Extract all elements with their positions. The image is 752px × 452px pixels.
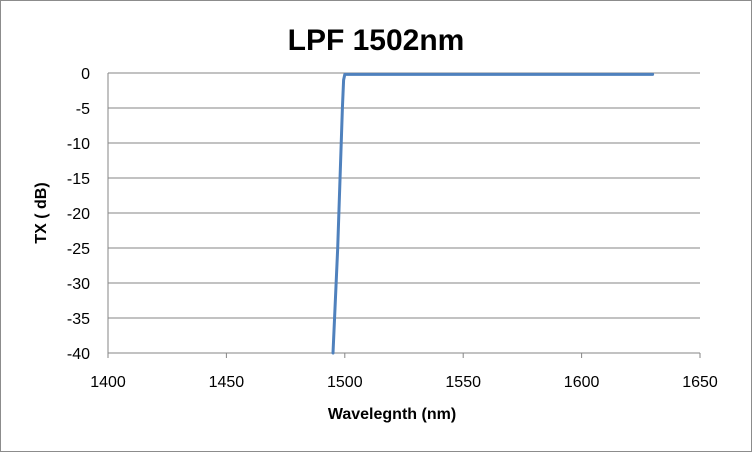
x-tick-labels: 1400 1450 1500 1550 1600 1650 — [90, 374, 718, 391]
y-tick-label: -10 — [67, 136, 90, 153]
x-axis-label: Wavelegnth (nm) — [328, 406, 456, 423]
y-tick-label: -15 — [67, 171, 90, 188]
chart-title: LPF 1502nm — [288, 24, 465, 57]
y-tick-label: -5 — [76, 101, 90, 118]
x-tick-label: 1500 — [327, 374, 363, 391]
gridlines — [107, 72, 701, 358]
y-axis-label: TX ( dB) — [33, 182, 50, 243]
y-tick-label: 0 — [81, 66, 90, 83]
x-tick-label: 1400 — [90, 374, 126, 391]
y-tick-label: -25 — [67, 241, 90, 258]
y-tick-labels: 0 -5 -10 -15 -20 -25 -30 -35 -40 — [67, 66, 90, 363]
series-layer — [331, 72, 655, 355]
x-tick-label: 1450 — [209, 374, 245, 391]
y-tick-label: -40 — [67, 346, 90, 363]
y-tick-label: -30 — [67, 276, 90, 293]
series-line — [331, 72, 655, 355]
y-tick-label: -35 — [67, 311, 90, 328]
y-tick-label: -20 — [67, 206, 90, 223]
x-tick-label: 1600 — [564, 374, 600, 391]
x-tick-label: 1650 — [682, 374, 718, 391]
x-tick-label: 1550 — [445, 374, 481, 391]
